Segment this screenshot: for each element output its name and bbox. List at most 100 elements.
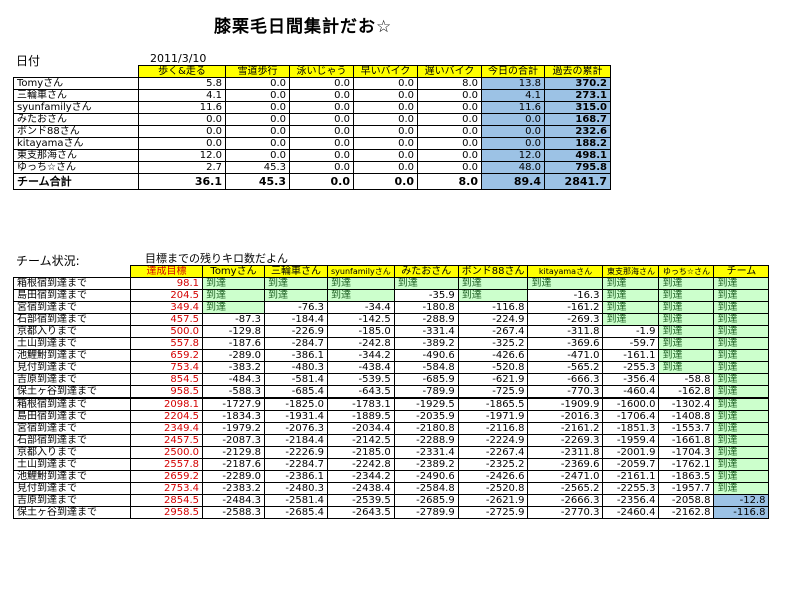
summary-column-header: 泳いじゃう xyxy=(289,65,354,78)
remaining-km: -386.1 xyxy=(264,349,328,362)
remaining-km: -2725.9 xyxy=(457,506,529,519)
summary-row: ゆっち☆さん 2.7 45.3 0.0 0.0 0.0 48.0 795.8 xyxy=(13,161,611,174)
remaining-km: -1889.5 xyxy=(327,410,395,423)
status-row: 箱根宿到達まで 2098.1 -1727.9 -1825.0 -1783.1 -1929.… xyxy=(13,397,770,411)
remaining-km: -2180.8 xyxy=(393,422,459,435)
milestone-name: 箱根宿到達まで xyxy=(13,397,131,411)
summary-value: 0.0 xyxy=(353,137,418,150)
remaining-km: -2621.9 xyxy=(457,494,529,507)
remaining-km: -2087.3 xyxy=(202,434,265,447)
summary-value: 0.0 xyxy=(138,113,226,126)
remaining-km: -2284.7 xyxy=(264,458,328,471)
remaining-km: -331.4 xyxy=(393,325,459,338)
remaining-km: -284.7 xyxy=(264,337,328,350)
summary-value: 0.0 xyxy=(353,149,418,162)
status-row: 島田宿到達まで 204.5 到達 到達 到達 -35.9 到達 -16.3 到達 到達 到達 xyxy=(13,289,770,302)
summary-value: 2.7 xyxy=(138,161,226,174)
remaining-km: -520.8 xyxy=(457,361,529,374)
reached-badge: 到達 xyxy=(713,337,770,350)
summary-value: 0.0 xyxy=(353,89,418,102)
remaining-km: -2267.4 xyxy=(457,446,529,459)
summary-value: 188.2 xyxy=(544,137,611,150)
remaining-km: -142.5 xyxy=(327,313,395,326)
milestone-target: 2958.5 xyxy=(130,506,203,519)
status-column-header: ボンド88さん xyxy=(457,265,529,278)
remaining-km: -325.2 xyxy=(457,337,529,350)
status-column-header: みたおさん xyxy=(393,265,459,278)
summary-value: 45.3 xyxy=(225,161,290,174)
summary-column-header: 雪道歩行 xyxy=(225,65,290,78)
reached-badge: 到達 xyxy=(658,337,715,350)
reached-badge: 到達 xyxy=(602,289,660,302)
status-column-header: チーム xyxy=(713,265,770,278)
remaining-km: -2588.3 xyxy=(202,506,265,519)
remaining-km: -2161.2 xyxy=(527,422,604,435)
page-title: 膝栗毛日間集計だお☆ xyxy=(214,17,393,37)
remaining-km: -1553.7 xyxy=(658,422,715,435)
remaining-km: -184.4 xyxy=(264,313,328,326)
milestone-name: 石部宿到達まで xyxy=(13,313,131,326)
remaining-km: -725.9 xyxy=(457,385,529,399)
milestone-name: 見付到達まで xyxy=(13,361,131,374)
remaining-km: -1929.5 xyxy=(393,397,459,411)
team-total-label: チーム合計 xyxy=(13,173,139,190)
milestone-target: 2753.4 xyxy=(130,482,203,495)
status-header-blank xyxy=(14,266,131,278)
remaining-km: -2311.8 xyxy=(527,446,604,459)
summary-value: 5.8 xyxy=(138,77,226,90)
reached-badge: 到達 xyxy=(713,277,770,290)
summary-value: 0.0 xyxy=(225,125,290,138)
reached-badge: 到達 xyxy=(658,289,715,302)
remaining-km: -344.2 xyxy=(327,349,395,362)
milestone-target: 349.4 xyxy=(130,301,203,314)
remaining-km: -2184.4 xyxy=(264,434,328,447)
summary-value: 0.0 xyxy=(225,113,290,126)
remaining-km: -2685.9 xyxy=(393,494,459,507)
remaining-km: -471.0 xyxy=(527,349,604,362)
remaining-km: -369.6 xyxy=(527,337,604,350)
summary-value: 168.7 xyxy=(544,113,611,126)
daily-summary-table: 歩く&走る 雪道歩行 泳いじゃう 早いバイク 遅いバイク 今日の合計 過去の累計 Tomyさん… xyxy=(13,65,611,190)
summary-column-header: 遅いバイク xyxy=(417,65,482,78)
remaining-km: -2059.7 xyxy=(602,458,660,471)
remaining-km: -484.3 xyxy=(202,373,265,386)
milestone-name: 池鯉鮒到達まで xyxy=(13,470,131,483)
milestone-target: 2557.8 xyxy=(130,458,203,471)
summary-value: 232.6 xyxy=(544,125,611,138)
remaining-km: -2242.8 xyxy=(327,458,395,471)
reached-badge: 到達 xyxy=(713,313,770,326)
remaining-km: -2058.8 xyxy=(658,494,715,507)
remaining-km: -161.2 xyxy=(527,301,604,314)
summary-value: 0.0 xyxy=(289,113,354,126)
summary-row: みたおさん 0.0 0.0 0.0 0.0 0.0 0.0 168.7 xyxy=(13,113,611,126)
remaining-km: -2269.3 xyxy=(527,434,604,447)
summary-value: 11.6 xyxy=(481,101,545,114)
remaining-km: -267.4 xyxy=(457,325,529,338)
summary-header-blank xyxy=(14,66,139,78)
reached-badge: 到達 xyxy=(264,289,328,302)
reached-badge: 到達 xyxy=(713,482,770,495)
summary-value: 0.0 xyxy=(353,125,418,138)
milestone-target: 854.5 xyxy=(130,373,203,386)
remaining-km: -2226.9 xyxy=(264,446,328,459)
remaining-km: -116.8 xyxy=(713,506,770,519)
remaining-km: -289.0 xyxy=(202,349,265,362)
reached-badge: 到達 xyxy=(202,289,265,302)
summary-value: 0.0 xyxy=(481,137,545,150)
reached-badge: 到達 xyxy=(327,289,395,302)
member-name: 三輪車さん xyxy=(13,89,139,102)
milestone-target: 2204.5 xyxy=(130,410,203,423)
reached-badge: 到達 xyxy=(264,277,328,290)
remaining-km: -2162.8 xyxy=(658,506,715,519)
reached-badge: 到達 xyxy=(658,313,715,326)
milestone-name: 京都入りまで xyxy=(13,446,131,459)
member-name: kitayamaさん xyxy=(13,137,139,150)
remaining-km: -2116.8 xyxy=(457,422,529,435)
summary-column-header: 今日の合計 xyxy=(481,65,545,78)
status-row: 池鯉鮒到達まで 2659.2 -2289.0 -2386.1 -2344.2 -2490.… xyxy=(13,470,770,483)
remaining-km: -58.8 xyxy=(658,373,715,386)
reached-badge: 到達 xyxy=(713,349,770,362)
remaining-km: -269.3 xyxy=(527,313,604,326)
remaining-km: -1931.4 xyxy=(264,410,328,423)
summary-row: kitayamaさん 0.0 0.0 0.0 0.0 0.0 0.0 188.2 xyxy=(13,137,611,150)
